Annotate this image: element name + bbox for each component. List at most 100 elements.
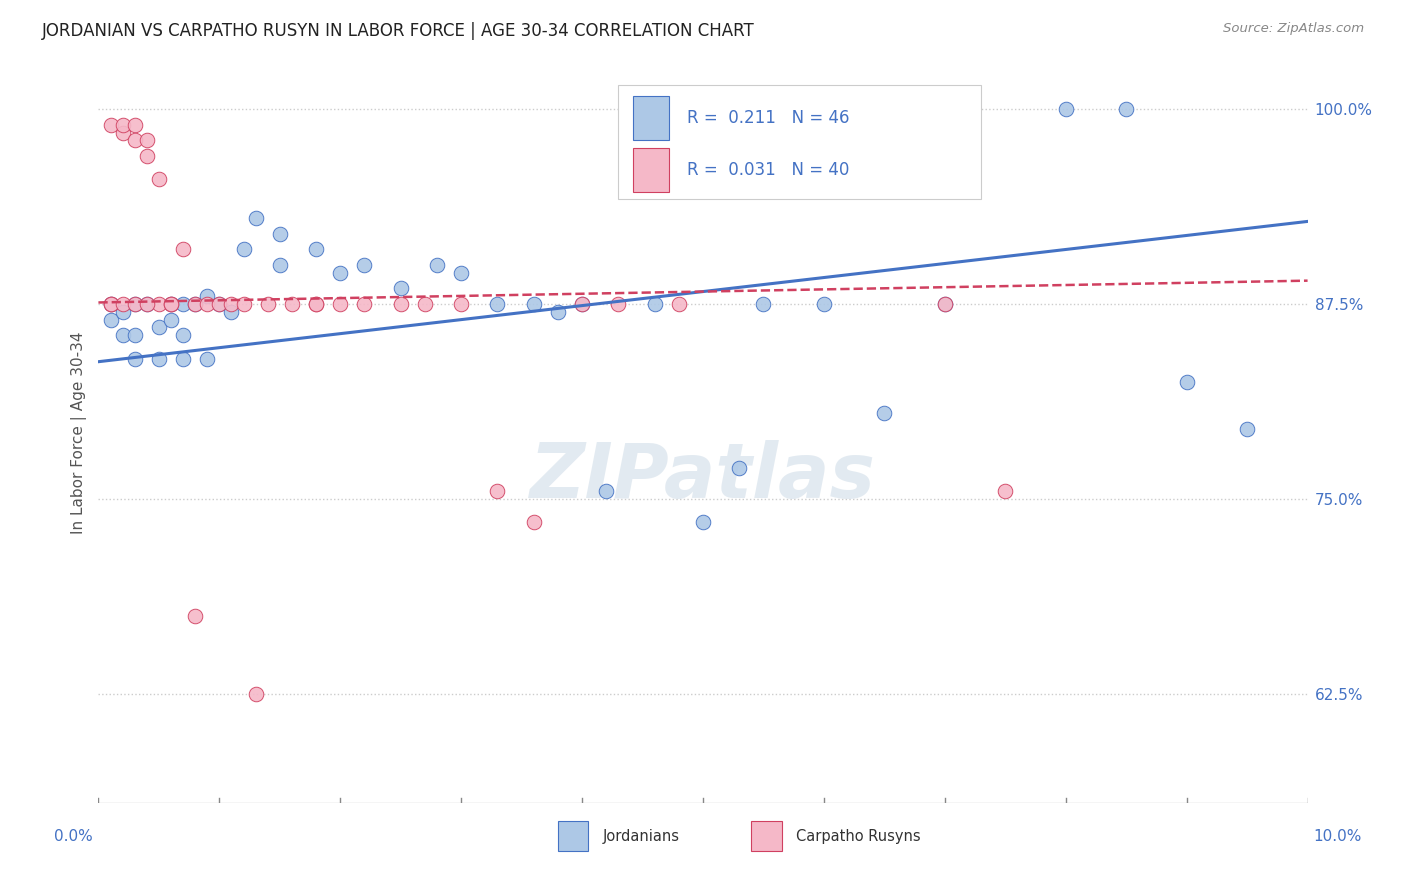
Text: JORDANIAN VS CARPATHO RUSYN IN LABOR FORCE | AGE 30-34 CORRELATION CHART: JORDANIAN VS CARPATHO RUSYN IN LABOR FOR… (42, 22, 755, 40)
Point (305, 243, 328, 257)
Point (269, 227, 291, 241)
Point (100, 297, 122, 311)
Point (160, 297, 183, 311)
Point (813, 297, 835, 311)
Point (195, 289, 218, 303)
Point (232, 297, 254, 311)
Point (172, 351, 194, 366)
Point (644, 297, 666, 311)
Point (353, 258, 375, 272)
Point (124, 133, 146, 147)
Point (160, 297, 183, 311)
Point (571, 297, 593, 311)
FancyBboxPatch shape (633, 147, 669, 192)
Point (281, 297, 304, 311)
Point (547, 305, 569, 319)
Point (256, 297, 278, 311)
Point (100, 118, 122, 132)
Point (100, 297, 122, 311)
Point (195, 297, 218, 311)
Point (934, 297, 956, 311)
Point (413, 297, 436, 311)
Text: 10.0%: 10.0% (1313, 829, 1362, 844)
Point (389, 297, 412, 311)
Point (329, 266, 352, 280)
Point (728, 460, 751, 475)
Point (172, 328, 194, 343)
Point (450, 297, 472, 311)
Point (232, 243, 254, 257)
Point (148, 320, 170, 334)
FancyBboxPatch shape (558, 822, 588, 851)
Point (160, 297, 183, 311)
Point (329, 297, 352, 311)
Point (221, 297, 243, 311)
Point (1115, 102, 1137, 116)
FancyBboxPatch shape (619, 85, 981, 200)
Point (389, 281, 412, 295)
Point (124, 297, 146, 311)
Text: Source: ZipAtlas.com: Source: ZipAtlas.com (1223, 22, 1364, 36)
Point (934, 297, 956, 311)
FancyBboxPatch shape (633, 95, 669, 140)
Point (135, 297, 157, 311)
Point (184, 297, 207, 311)
Point (1175, 375, 1198, 389)
Point (100, 312, 122, 326)
Point (124, 297, 146, 311)
Point (208, 297, 231, 311)
Point (523, 515, 546, 529)
Point (100, 297, 122, 311)
Point (752, 297, 775, 311)
Point (1054, 102, 1077, 116)
Point (111, 118, 134, 132)
Point (426, 258, 449, 272)
Text: Carpatho Rusyns: Carpatho Rusyns (796, 829, 921, 844)
Point (595, 484, 617, 499)
Point (607, 297, 630, 311)
FancyBboxPatch shape (751, 822, 782, 851)
Point (148, 297, 170, 311)
Point (1236, 422, 1258, 436)
Point (111, 305, 134, 319)
Y-axis label: In Labor Force | Age 30-34: In Labor Force | Age 30-34 (72, 331, 87, 534)
Point (111, 297, 134, 311)
Point (124, 351, 146, 366)
Point (486, 297, 509, 311)
Point (184, 297, 207, 311)
Point (135, 149, 157, 163)
Point (184, 608, 207, 623)
Point (221, 305, 243, 319)
Point (692, 515, 714, 529)
Point (124, 328, 146, 343)
Point (148, 351, 170, 366)
Text: ZIPatlas: ZIPatlas (530, 440, 876, 514)
Point (195, 351, 218, 366)
Point (571, 297, 593, 311)
Point (124, 118, 146, 132)
Point (148, 172, 170, 186)
Point (111, 126, 134, 140)
Point (135, 133, 157, 147)
Point (245, 687, 267, 701)
Point (305, 297, 328, 311)
Point (523, 297, 546, 311)
Point (245, 211, 267, 226)
Point (208, 297, 231, 311)
Text: 0.0%: 0.0% (53, 829, 93, 844)
Point (172, 243, 194, 257)
Point (668, 297, 690, 311)
Point (269, 258, 291, 272)
Text: R =  0.211   N = 46: R = 0.211 N = 46 (688, 109, 849, 127)
Point (135, 297, 157, 311)
Point (160, 312, 183, 326)
Point (172, 297, 194, 311)
Point (111, 328, 134, 343)
Point (994, 484, 1017, 499)
Point (353, 297, 375, 311)
Point (450, 266, 472, 280)
Text: R =  0.031   N = 40: R = 0.031 N = 40 (688, 161, 849, 178)
Point (486, 484, 509, 499)
Point (873, 406, 896, 420)
Point (305, 297, 328, 311)
